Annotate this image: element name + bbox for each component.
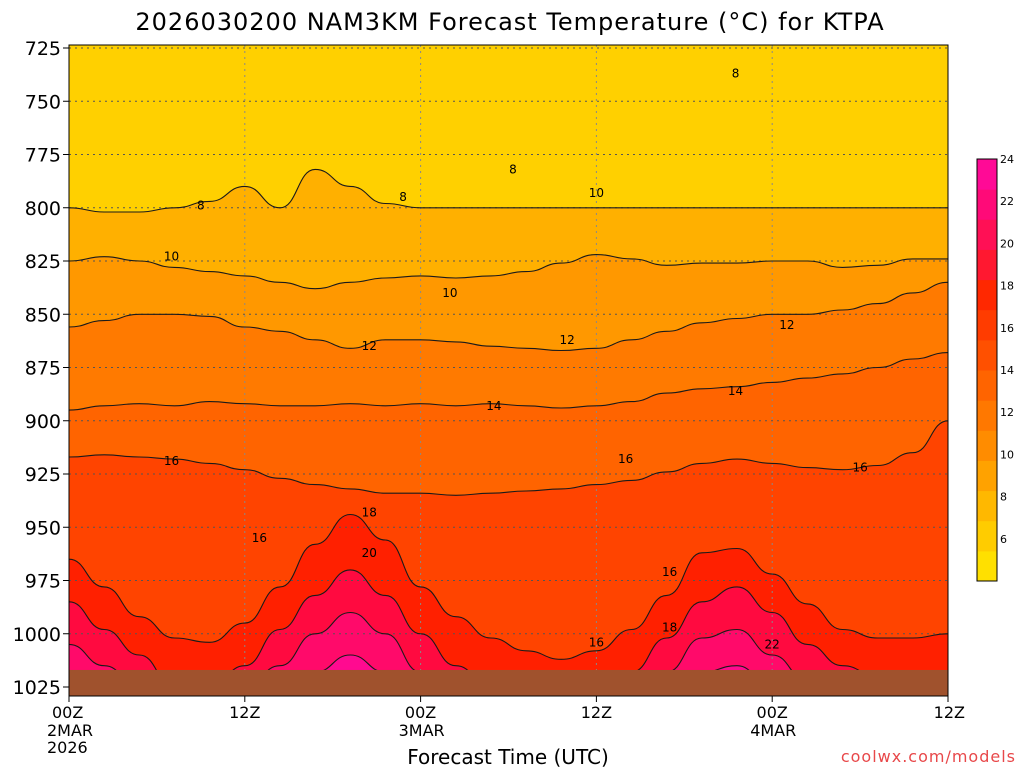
colorbar-swatch-0: [977, 550, 997, 582]
colorbar-swatch-11: [977, 219, 997, 250]
contour-label-8: 8: [399, 190, 407, 204]
colorbar-swatch-7: [977, 339, 997, 371]
colorbar-swatch-1: [977, 520, 997, 552]
x-tick-label-24: 00Z: [405, 703, 436, 722]
colorbar-tick-24: 24: [1000, 153, 1014, 166]
contour-label-10: 10: [442, 286, 457, 300]
contour-14: [69, 352, 948, 411]
contour-12: [69, 281, 948, 352]
y-tick-label-725: 725: [25, 38, 61, 60]
contour-label-18: 18: [662, 620, 677, 634]
chart-title: 2026030200 NAM3KM Forecast Temperature (…: [135, 8, 884, 36]
colorbar-frame: [976, 158, 998, 582]
x-tick-label-48: 00Z: [757, 703, 788, 722]
contour-label-14: 14: [486, 399, 501, 413]
contour-label-16: 16: [252, 531, 267, 545]
contour-16: [69, 420, 948, 496]
contour-18: [69, 513, 948, 660]
contour-label-16: 16: [164, 454, 179, 468]
contour-label-10: 10: [164, 250, 179, 264]
colorbar: 6 8 10 12 14 16 18 20 22 24: [976, 153, 1014, 582]
contour-label-14: 14: [728, 384, 743, 398]
colorbar-swatch-10: [977, 249, 997, 281]
x-tick-label-0: 00Z: [52, 703, 83, 722]
x-tick-sublabel-24-0: 3MAR: [399, 721, 445, 740]
contour-labels: 8 8 8 10 8 10 10 12 12 12 14 14 16 16 16 16 16 16 18 18 20 22: [164, 67, 868, 652]
colorbar-tick-14: 14: [1000, 364, 1014, 377]
y-tick-label-975: 975: [25, 571, 61, 593]
contour-label-10: 10: [589, 186, 604, 200]
x-tick-label-12: 12Z: [229, 703, 260, 722]
colorbar-swatch-6: [977, 370, 997, 401]
colorbar-tick-18: 18: [1000, 280, 1014, 293]
x-tick-sublabel-0-1: 2026: [47, 738, 88, 757]
x-axis-label: Forecast Time (UTC): [407, 745, 609, 768]
colorbar-tick-16: 16: [1000, 322, 1014, 335]
x-tick-label-36: 12Z: [581, 703, 612, 722]
y-tick-label-875: 875: [25, 358, 61, 380]
colorbar-swatch-9: [977, 279, 997, 311]
y-tick-label-950: 950: [25, 517, 61, 539]
temperature-fills: [69, 169, 948, 696]
colorbar-tick-6: 6: [1000, 533, 1007, 546]
contour-label-20: 20: [362, 546, 377, 560]
plot-frame: [68, 44, 949, 697]
contour-label-22: 22: [765, 637, 780, 651]
contour-label-16: 16: [618, 452, 633, 466]
contour-label-18: 18: [362, 505, 377, 519]
y-tick-label-750: 750: [25, 91, 61, 113]
y-tick-label-800: 800: [25, 198, 61, 220]
y-tick-label-850: 850: [25, 304, 61, 326]
pressure-axis: 725 750 775 800 825 850 875 900 925 950 975 1000 102…: [13, 38, 69, 699]
contour-8: [69, 168, 948, 213]
x-tick-label-60: 12Z: [934, 703, 965, 722]
colorbar-swatch-5: [977, 400, 997, 431]
colorbar-tick-20: 20: [1000, 237, 1014, 250]
contour-10: [69, 254, 948, 290]
y-tick-label-775: 775: [25, 145, 61, 167]
colorbar-swatch-3: [977, 460, 997, 492]
colorbar-swatch-12: [977, 189, 997, 220]
plot-area: 8 8 8 10 8 10 10 12 12 12 14 14 16 16 16 16 16 16 18 18 20 22: [69, 45, 948, 696]
colorbar-tick-8: 8: [1000, 491, 1007, 504]
y-tick-label-925: 925: [25, 464, 61, 486]
contour-label-16: 16: [852, 461, 867, 475]
colorbar-tick-12: 12: [1000, 406, 1014, 419]
x-tick-sublabel-48-0: 4MAR: [750, 721, 796, 740]
colorbar-swatch-8: [977, 309, 997, 341]
contour-label-12: 12: [559, 333, 574, 347]
colorbar-swatch-2: [977, 490, 997, 522]
ground-surface: [69, 669, 948, 696]
contour-label-16: 16: [662, 565, 677, 579]
contour-label-16: 16: [589, 635, 604, 649]
colorbar-tick-10: 10: [1000, 448, 1014, 461]
y-tick-label-1000: 1000: [13, 624, 61, 646]
colorbar-swatch-13: [977, 159, 997, 190]
contour-label-8: 8: [732, 67, 740, 81]
colorbar-tick-22: 22: [1000, 195, 1014, 208]
y-tick-label-900: 900: [25, 411, 61, 433]
contour-label-12: 12: [779, 318, 794, 332]
contour-label-12: 12: [362, 339, 377, 353]
x-tick-sublabel-0-0: 2MAR: [47, 721, 93, 740]
contour-label-8: 8: [509, 162, 517, 176]
credit-link[interactable]: coolwx.com/models: [841, 747, 1016, 766]
y-tick-label-1025: 1025: [13, 677, 61, 699]
contour-label-8: 8: [197, 199, 205, 213]
y-tick-label-825: 825: [25, 251, 61, 273]
colorbar-swatch-4: [977, 430, 997, 461]
